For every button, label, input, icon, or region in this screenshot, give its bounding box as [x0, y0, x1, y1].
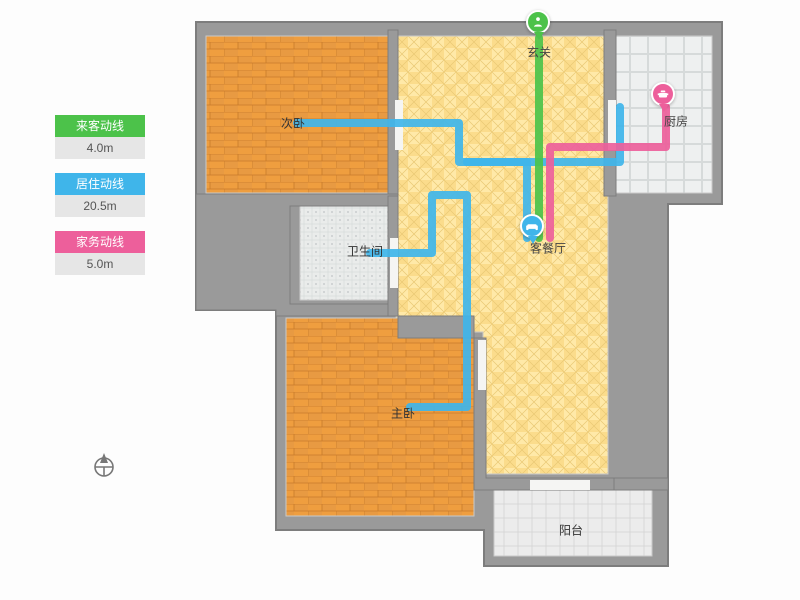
room-次卧 — [206, 36, 388, 193]
pin-pot-icon — [651, 82, 677, 116]
legend-visitor-value: 4.0m — [55, 137, 145, 159]
door-opening — [390, 238, 398, 288]
floor-plan — [0, 0, 800, 600]
legend-living-title: 居住动线 — [55, 173, 145, 195]
pin-sofa-icon — [520, 214, 546, 248]
legend-living-value: 20.5m — [55, 195, 145, 217]
compass-icon — [89, 450, 119, 480]
legend-chore-title: 家务动线 — [55, 231, 145, 253]
legend-chore-value: 5.0m — [55, 253, 145, 275]
room-阳台 — [494, 486, 652, 556]
legend-visitor-title: 来客动线 — [55, 115, 145, 137]
legend: 来客动线 4.0m 居住动线 20.5m 家务动线 5.0m — [55, 115, 145, 289]
door-opening — [478, 340, 486, 390]
door-opening — [530, 480, 590, 490]
room-主卧 — [286, 318, 474, 516]
door-opening — [608, 100, 616, 150]
pin-entrance-icon — [526, 10, 552, 44]
